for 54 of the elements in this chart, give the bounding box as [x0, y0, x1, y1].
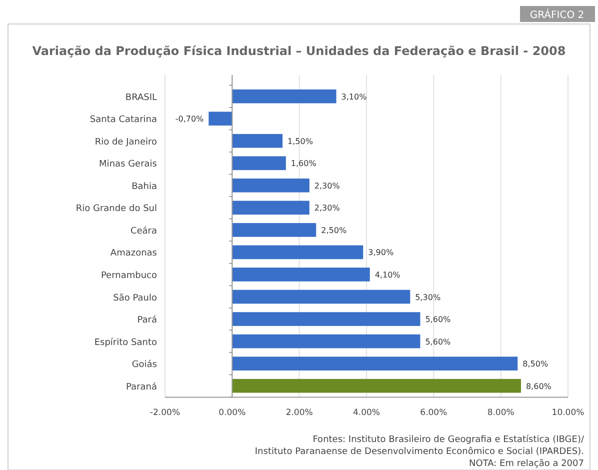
y-tick-label: Pará — [137, 314, 157, 326]
x-tick-label: 2.00% — [286, 408, 313, 418]
y-tick-label: São Paulo — [113, 293, 158, 304]
data-label: 4,10% — [374, 270, 401, 280]
y-tick-label: Ceára — [130, 225, 157, 236]
data-label: 3,10% — [341, 92, 368, 102]
bar — [232, 334, 420, 348]
y-tick-label: Amazonas — [110, 248, 158, 259]
bar — [232, 156, 286, 170]
chart-title: Variação da Produção Física Industrial – Unidades da Federação e Brasil - 2008 — [32, 44, 566, 58]
y-tick-label: Rio de Janeiro — [94, 137, 158, 148]
data-label: 1,60% — [290, 159, 317, 168]
bar — [232, 223, 316, 237]
data-label: 1,50% — [288, 136, 314, 146]
bar — [208, 112, 232, 126]
data-label: -0,70% — [175, 114, 204, 124]
bar — [232, 200, 310, 215]
text: Fontes: Instituto Brasileiro de Geografia e Estatística (IBGE)/ — [312, 434, 585, 446]
y-tick-label: Bahia — [132, 182, 157, 192]
x-tick-label: 10.00% — [552, 408, 584, 418]
x-tick-label: 6.00% — [420, 408, 448, 418]
y-tick-label: Espírito Santo — [94, 336, 158, 348]
y-tick-label: Goiás — [132, 359, 158, 370]
text: NOTA: Em relação a 2007 — [469, 459, 584, 470]
data-label: 2,30% — [314, 181, 340, 190]
y-tick-label: Paraná — [126, 381, 157, 392]
x-tick-label: 8.00% — [487, 408, 514, 418]
data-label: 8,60% — [526, 382, 552, 391]
data-label: 3,90% — [368, 248, 394, 258]
y-tick-label: Minas Gerais — [99, 160, 158, 170]
data-label: 8,50% — [522, 360, 548, 369]
x-tick-label: -2.00% — [150, 408, 180, 418]
bar — [232, 312, 420, 326]
text: Instituto Paranaense de Desenvolvimento Econômico e Social (IPARDES). — [254, 446, 584, 458]
data-label: 5,60% — [425, 337, 452, 346]
data-label: 2,30% — [314, 204, 340, 213]
data-label: 5,60% — [425, 315, 452, 324]
bar — [232, 378, 521, 393]
y-tick-label: Santa Catarina — [90, 115, 157, 126]
bar — [232, 89, 336, 104]
bar — [232, 290, 410, 304]
bar — [232, 134, 283, 148]
data-label: 2,50% — [321, 226, 347, 235]
bar — [232, 356, 518, 370]
x-tick-label: 0.00% — [218, 408, 246, 418]
y-tick-label: BRASIL — [125, 92, 157, 103]
data-label: 5,30% — [415, 292, 441, 302]
x-tick-label: 4.00% — [352, 408, 380, 418]
bar — [232, 268, 370, 282]
bar — [232, 178, 310, 192]
bar — [232, 245, 364, 260]
y-tick-label: Rio Grande do Sul — [76, 204, 157, 214]
y-tick-label: Pernambuco — [100, 271, 158, 281]
text: GRÁFICO 2 — [530, 8, 584, 21]
